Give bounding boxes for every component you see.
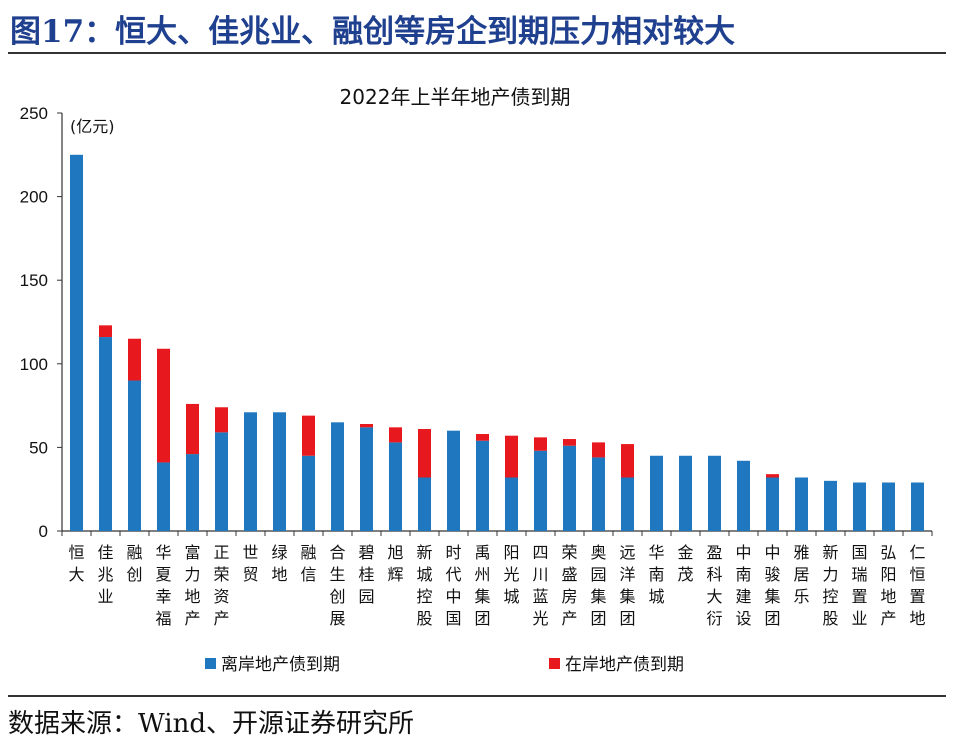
bar-onshore bbox=[505, 435, 518, 478]
bar-offshore bbox=[273, 412, 286, 531]
category-label: 中骏集团 bbox=[764, 543, 780, 628]
bar-offshore bbox=[911, 482, 924, 531]
category-label: 碧桂园 bbox=[358, 543, 374, 606]
category-label: 恒大 bbox=[68, 543, 84, 584]
top-divider bbox=[8, 52, 946, 54]
bar-offshore bbox=[737, 460, 750, 531]
category-label: 融创 bbox=[126, 543, 142, 584]
bar-onshore bbox=[592, 442, 605, 458]
axes: 0 50 100 150 200 250 bbox=[20, 104, 933, 541]
bottom-divider bbox=[8, 695, 946, 697]
category-label: 华南城 bbox=[648, 543, 664, 606]
bar-chart: 2022年上半年地产债到期 (亿元) 0 50 100 150 200 250 恒大佳兆业… bbox=[20, 85, 933, 675]
bars bbox=[70, 154, 924, 532]
source-note: 数据来源：Wind、开源证券研究所 bbox=[8, 709, 414, 739]
bar-offshore bbox=[476, 440, 489, 531]
y-tick-label: 200 bbox=[20, 188, 48, 207]
bar-offshore bbox=[186, 454, 199, 531]
category-label: 佳兆业 bbox=[97, 543, 113, 606]
bar-offshore bbox=[128, 380, 141, 531]
legend-label-onshore: 在岸地产债到期 bbox=[565, 655, 684, 675]
category-label: 绿地 bbox=[271, 543, 287, 584]
bar-offshore bbox=[534, 450, 547, 531]
category-label: 合生创展 bbox=[329, 543, 345, 628]
bar-offshore bbox=[331, 422, 344, 531]
bar-offshore bbox=[853, 482, 866, 531]
bar-offshore bbox=[157, 462, 170, 531]
bar-onshore bbox=[476, 434, 489, 441]
category-labels: 恒大佳兆业融创华夏幸福富力地产正荣资产世贸绿地融信合生创展碧桂园旭辉新城控股时代… bbox=[68, 543, 925, 628]
bar-offshore bbox=[505, 477, 518, 531]
bar-offshore bbox=[650, 455, 663, 531]
bar-onshore bbox=[563, 439, 576, 446]
bar-offshore bbox=[563, 445, 576, 531]
bar-onshore bbox=[186, 403, 199, 455]
bar-offshore bbox=[679, 455, 692, 531]
y-tick-label: 100 bbox=[20, 355, 48, 374]
category-label: 荣盛房产 bbox=[561, 543, 577, 628]
category-label: 禹州集团 bbox=[474, 543, 490, 628]
bar-onshore bbox=[534, 437, 547, 451]
bar-offshore bbox=[708, 455, 721, 531]
bar-onshore bbox=[766, 474, 779, 478]
category-label: 华夏幸福 bbox=[155, 543, 171, 628]
category-label: 弘阳地产 bbox=[880, 543, 896, 628]
legend-swatch-onshore bbox=[549, 658, 560, 669]
category-label: 新城控股 bbox=[416, 543, 432, 628]
legend-label-offshore: 离岸地产债到期 bbox=[221, 655, 340, 675]
bar-offshore bbox=[215, 432, 228, 531]
category-label: 中南建设 bbox=[735, 543, 751, 628]
category-label: 新力控股 bbox=[822, 543, 838, 628]
figure-title: 图17：恒大、佳兆业、融创等房企到期压力相对较大 bbox=[10, 14, 736, 50]
bar-offshore bbox=[621, 477, 634, 531]
category-label: 阳光城 bbox=[503, 543, 519, 606]
y-tick-label: 0 bbox=[39, 522, 48, 541]
bar-offshore bbox=[244, 412, 257, 531]
category-label: 国瑞置业 bbox=[851, 543, 867, 628]
bar-offshore bbox=[447, 430, 460, 531]
bar-onshore bbox=[360, 423, 373, 428]
legend-swatch-offshore bbox=[205, 658, 216, 669]
bar-offshore bbox=[302, 455, 315, 531]
category-label: 远洋集团 bbox=[619, 543, 635, 628]
chart-title: 2022年上半年地产债到期 bbox=[340, 85, 571, 109]
category-label: 旭辉 bbox=[387, 543, 403, 584]
category-label: 四川蓝光 bbox=[532, 543, 548, 628]
bar-offshore bbox=[824, 480, 837, 531]
category-label: 雅居乐 bbox=[793, 543, 809, 606]
category-label: 奥园集团 bbox=[590, 543, 606, 628]
category-label: 仁恒置地 bbox=[909, 543, 925, 628]
bar-offshore bbox=[766, 477, 779, 531]
category-label: 世贸 bbox=[242, 543, 258, 584]
category-label: 融信 bbox=[300, 543, 316, 584]
y-tick-label: 50 bbox=[29, 438, 48, 457]
bar-offshore bbox=[360, 427, 373, 531]
category-label: 时代中国 bbox=[445, 543, 461, 628]
category-label: 正荣资产 bbox=[213, 543, 229, 628]
category-label: 盈科大衍 bbox=[706, 543, 722, 628]
bar-onshore bbox=[621, 444, 634, 478]
bar-offshore bbox=[99, 337, 112, 531]
y-tick-label: 250 bbox=[20, 104, 48, 123]
legend: 离岸地产债到期 在岸地产债到期 bbox=[205, 655, 684, 675]
y-tick-label: 150 bbox=[20, 271, 48, 290]
bar-offshore bbox=[389, 442, 402, 531]
bar-offshore bbox=[882, 482, 895, 531]
bar-onshore bbox=[99, 325, 112, 338]
category-label: 金茂 bbox=[677, 543, 693, 584]
bar-offshore bbox=[418, 477, 431, 531]
y-axis-unit-label: (亿元) bbox=[70, 117, 115, 136]
bar-offshore bbox=[795, 477, 808, 531]
bar-onshore bbox=[128, 338, 141, 381]
bar-onshore bbox=[157, 348, 170, 463]
bar-onshore bbox=[302, 415, 315, 456]
bar-onshore bbox=[418, 429, 431, 478]
bar-offshore bbox=[70, 154, 83, 532]
bar-offshore bbox=[592, 457, 605, 531]
bar-onshore bbox=[389, 427, 402, 443]
category-label: 富力地产 bbox=[184, 543, 200, 628]
bar-onshore bbox=[215, 407, 228, 433]
